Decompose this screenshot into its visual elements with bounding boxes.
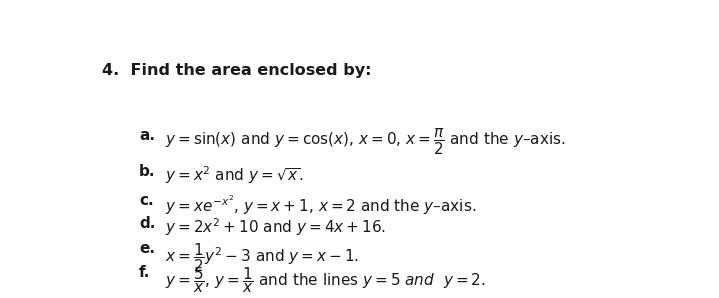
Text: $x = \dfrac{1}{2}y^2-3$ and $y = x-1$.: $x = \dfrac{1}{2}y^2-3$ and $y = x-1$.	[165, 241, 359, 274]
Text: c.: c.	[139, 193, 154, 208]
Text: a.: a.	[139, 128, 155, 142]
Text: e.: e.	[139, 241, 155, 256]
Text: $y = xe^{-x^2}$, $y = x+1$, $x = 2$ and the $y$–axis.: $y = xe^{-x^2}$, $y = x+1$, $x = 2$ and …	[165, 193, 477, 217]
Text: $y = x^2$ and $y = \sqrt{x}$.: $y = x^2$ and $y = \sqrt{x}$.	[165, 164, 304, 186]
Text: d.: d.	[139, 216, 155, 231]
Text: 4.  Find the area enclosed by:: 4. Find the area enclosed by:	[102, 63, 372, 78]
Text: $y = 2x^2+10$ and $y = 4x+16$.: $y = 2x^2+10$ and $y = 4x+16$.	[165, 216, 386, 238]
Text: f.: f.	[139, 265, 150, 280]
Text: $y = \dfrac{5}{x}$, $y = \dfrac{1}{x}$ and the lines $y = 5$ $\it{and}$  $y = 2$: $y = \dfrac{5}{x}$, $y = \dfrac{1}{x}$ a…	[165, 265, 486, 295]
Text: $y = \sin(x)$ and $y = \cos(x)$, $x = 0$, $x = \dfrac{\pi}{2}$ and the $y$–axis.: $y = \sin(x)$ and $y = \cos(x)$, $x = 0$…	[165, 128, 566, 157]
Text: b.: b.	[139, 164, 155, 179]
